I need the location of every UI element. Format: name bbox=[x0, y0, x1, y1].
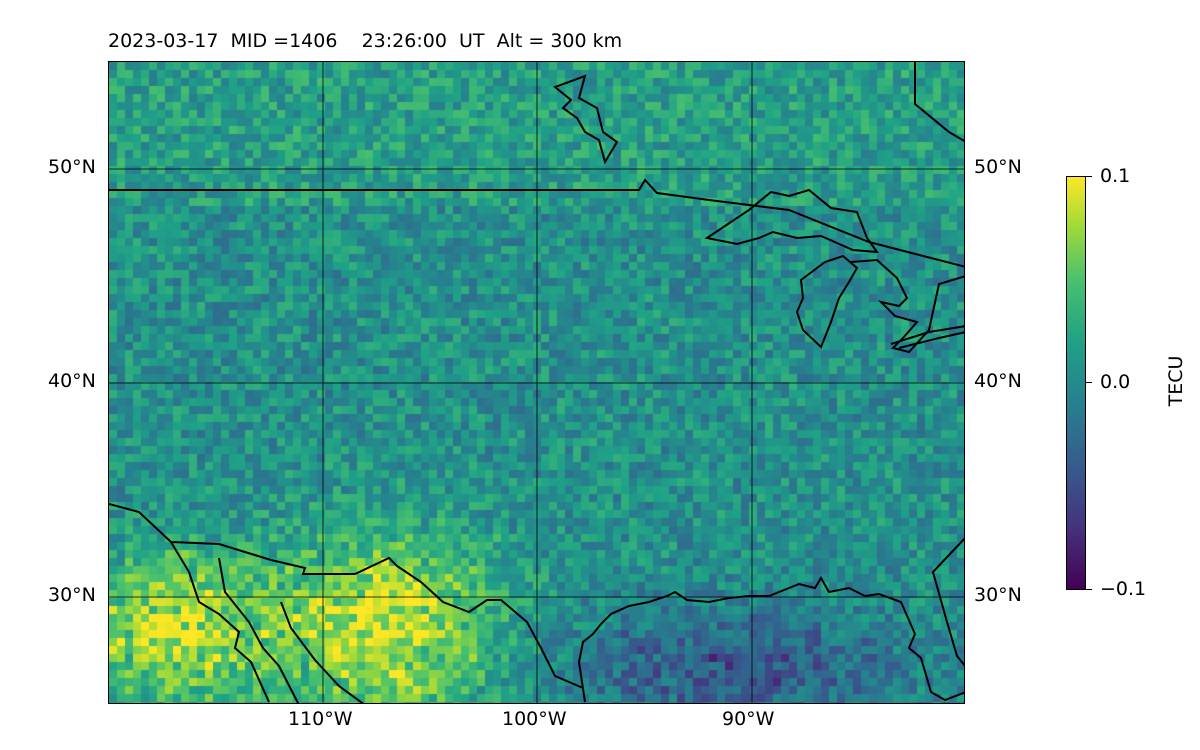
lat-label-left-30: 30°N bbox=[48, 584, 96, 606]
colorbar bbox=[1066, 176, 1086, 590]
boundaries bbox=[109, 62, 964, 703]
lake-michigan bbox=[795, 254, 859, 349]
lat-label-right-50: 50°N bbox=[974, 156, 1022, 178]
lake-erie bbox=[890, 325, 964, 349]
lon-label-100w: 100°W bbox=[502, 708, 567, 730]
baja-east-coast bbox=[170, 541, 270, 703]
mexico-gulf-coast bbox=[577, 633, 594, 703]
lat-label-right-40: 40°N bbox=[974, 370, 1022, 392]
hudson-coast bbox=[914, 62, 964, 142]
graticule bbox=[109, 62, 964, 703]
lon-label-110w: 110°W bbox=[288, 708, 353, 730]
lat-label-right-30: 30°N bbox=[974, 584, 1022, 606]
map-title: 2023-03-17 MID =1406 23:26:00 UT Alt = 3… bbox=[108, 30, 623, 52]
us-canada-border bbox=[109, 178, 964, 268]
colorbar-tick-bottom bbox=[1086, 589, 1092, 590]
colorbar-label-zero: 0.0 bbox=[1100, 371, 1131, 393]
gulf-california-east bbox=[280, 601, 364, 703]
gulf-coast bbox=[592, 576, 964, 702]
tec-map bbox=[108, 61, 965, 704]
colorbar-tick-mid bbox=[1086, 382, 1092, 383]
lake-winnipeg bbox=[553, 74, 619, 165]
gulf-california-west bbox=[218, 557, 300, 703]
atlantic-coast bbox=[931, 537, 964, 667]
lon-label-90w: 90°W bbox=[722, 708, 775, 730]
us-mexico-border bbox=[109, 503, 584, 689]
map-overlay bbox=[109, 62, 964, 703]
lat-label-left-40: 40°N bbox=[48, 370, 96, 392]
colorbar-label-max: 0.1 bbox=[1100, 165, 1131, 187]
colorbar-label-min: −0.1 bbox=[1100, 578, 1147, 600]
lake-superior bbox=[704, 188, 880, 254]
colorbar-tick-top bbox=[1086, 176, 1092, 177]
colorbar-title: TECU bbox=[1165, 355, 1187, 407]
lat-label-left-50: 50°N bbox=[48, 156, 96, 178]
